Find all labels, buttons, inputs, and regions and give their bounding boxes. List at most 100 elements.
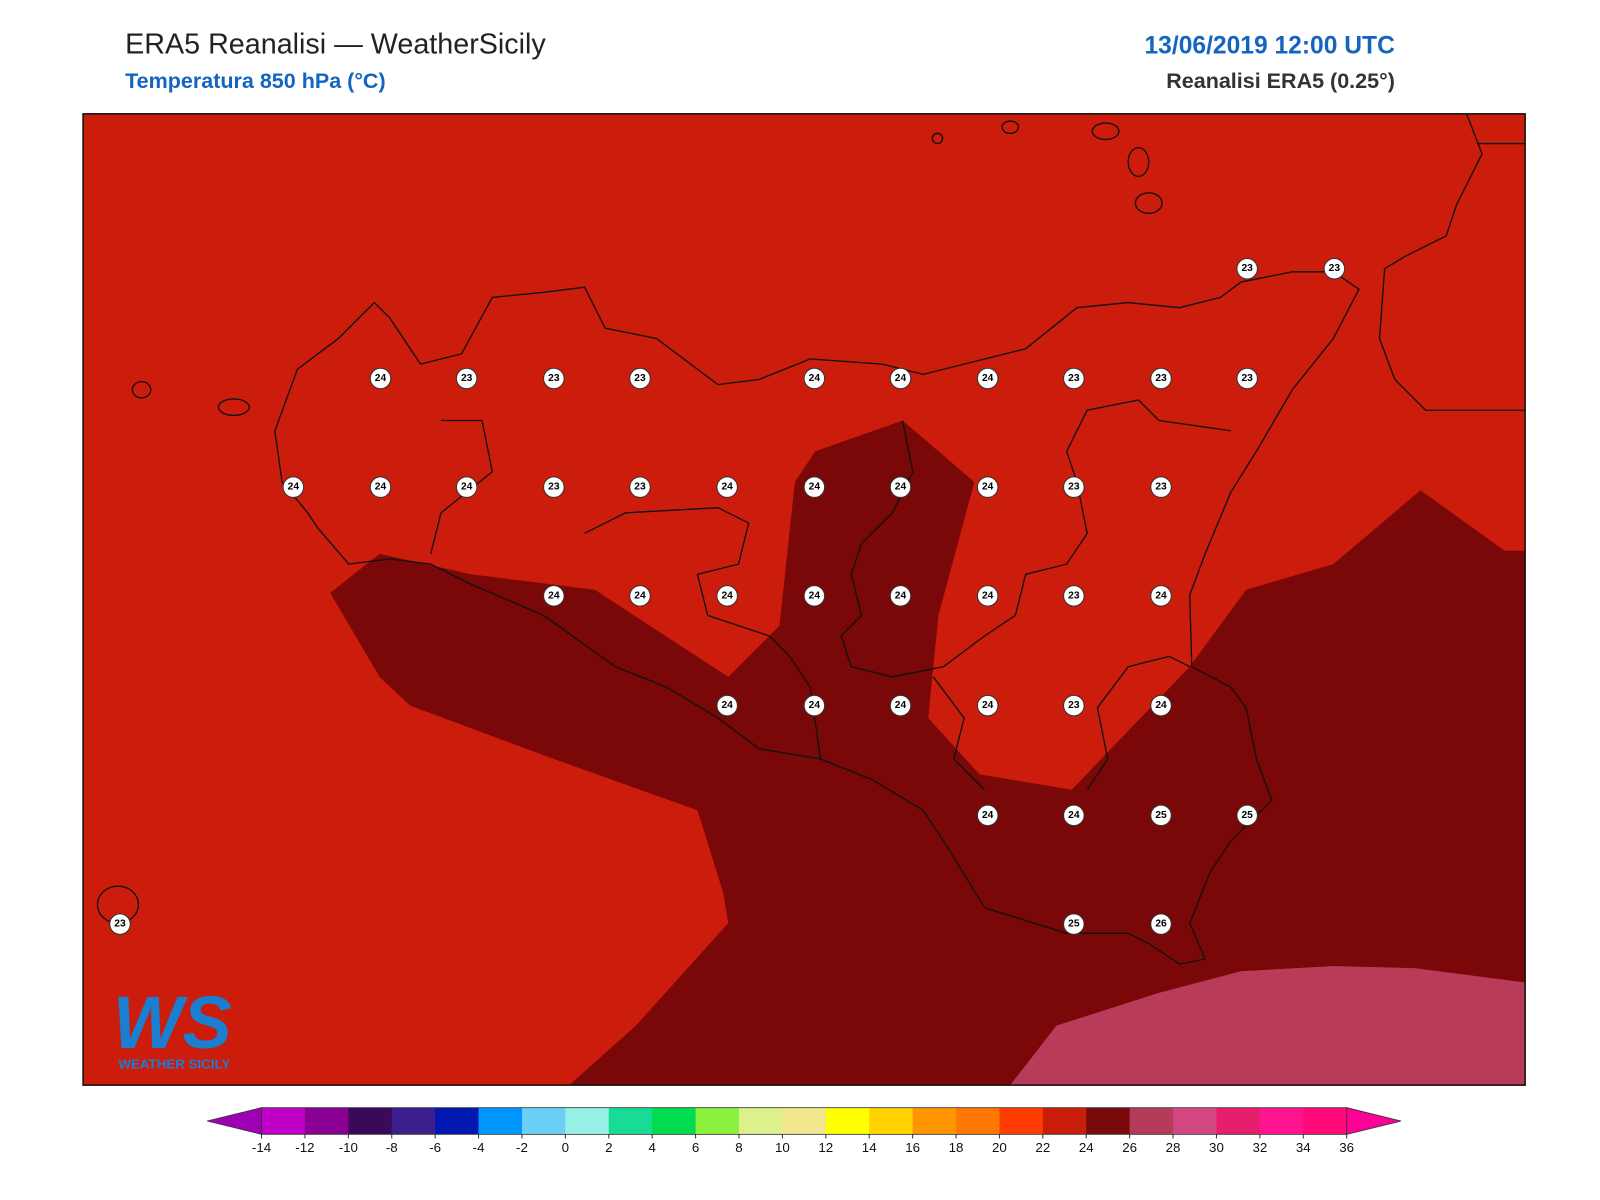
colorbar-tick-label: 18 bbox=[949, 1140, 964, 1155]
station-value: 23 bbox=[634, 373, 646, 384]
station-value: 24 bbox=[548, 590, 560, 601]
colorbar-extend bbox=[1346, 1107, 1402, 1135]
station-value: 24 bbox=[634, 590, 646, 601]
colorbar-tick-label: 30 bbox=[1209, 1140, 1224, 1155]
station-marker bbox=[369, 367, 392, 390]
station-value: 24 bbox=[375, 373, 387, 384]
station-value: 26 bbox=[1155, 919, 1167, 930]
station-marker bbox=[976, 694, 999, 717]
colorbar-cell bbox=[521, 1107, 566, 1135]
colorbar-tick-label: 26 bbox=[1122, 1140, 1137, 1155]
station-value: 25 bbox=[1155, 810, 1167, 821]
station-value: 23 bbox=[1068, 482, 1080, 493]
station-marker bbox=[629, 476, 651, 498]
station-value: 23 bbox=[1068, 590, 1080, 601]
station-marker bbox=[976, 367, 999, 390]
station-marker bbox=[976, 476, 999, 498]
station-value: 24 bbox=[895, 590, 907, 601]
colorbar-cell bbox=[304, 1107, 349, 1135]
station-value: 23 bbox=[1241, 373, 1253, 384]
colorbar-cell bbox=[999, 1107, 1044, 1135]
colorbar-tick-label: 16 bbox=[905, 1140, 920, 1155]
station-marker bbox=[803, 476, 826, 498]
logo-name: WEATHER SICILY bbox=[118, 1057, 230, 1072]
colorbar-tick-label: 22 bbox=[1035, 1140, 1050, 1155]
station-value: 24 bbox=[895, 700, 907, 711]
colorbar-tick-label: 4 bbox=[648, 1140, 656, 1155]
station-marker bbox=[803, 367, 826, 390]
station-value: 24 bbox=[1068, 810, 1080, 821]
colorbar-tick-label: 12 bbox=[818, 1140, 833, 1155]
station-marker bbox=[1150, 476, 1172, 498]
station-marker bbox=[455, 476, 478, 498]
station-marker bbox=[1063, 804, 1085, 827]
station-marker bbox=[1150, 913, 1172, 935]
colorbar-tick-label: -12 bbox=[295, 1140, 314, 1155]
station-value: 24 bbox=[1155, 590, 1167, 601]
station-marker bbox=[889, 367, 912, 390]
station-marker bbox=[976, 585, 999, 607]
station-marker bbox=[889, 476, 912, 498]
colorbar-tick-label: 20 bbox=[992, 1140, 1007, 1155]
station-marker bbox=[1063, 585, 1085, 607]
colorbar-tick-label: 10 bbox=[775, 1140, 790, 1155]
colorbar-extend bbox=[207, 1107, 262, 1135]
station-value: 23 bbox=[1068, 373, 1080, 384]
station-value: 24 bbox=[982, 482, 994, 493]
colorbar-tick-label: -4 bbox=[473, 1140, 485, 1155]
station-marker bbox=[543, 585, 565, 607]
station-marker bbox=[1063, 476, 1085, 498]
station-marker bbox=[716, 476, 738, 498]
station-value: 24 bbox=[982, 700, 994, 711]
station-marker bbox=[543, 476, 565, 498]
colorbar-cell bbox=[738, 1107, 783, 1135]
station-value: 23 bbox=[634, 482, 646, 493]
station-marker bbox=[1063, 913, 1085, 935]
colorbar-tick-label: 14 bbox=[862, 1140, 877, 1155]
station-marker bbox=[629, 367, 651, 390]
station-value: 23 bbox=[548, 482, 560, 493]
station-marker bbox=[889, 694, 912, 717]
station-value: 24 bbox=[895, 482, 907, 493]
station-value: 24 bbox=[1155, 700, 1167, 711]
station-value: 24 bbox=[461, 482, 473, 493]
station-marker bbox=[1063, 694, 1085, 717]
station-value: 24 bbox=[982, 810, 994, 821]
station-marker bbox=[889, 585, 912, 607]
station-marker bbox=[455, 367, 478, 390]
colorbar: -14 -12 -10 -8 -6 -4 -2 0 2 4 6 8 10 12 14 16 18 20 22 24 26… bbox=[207, 1107, 1402, 1155]
station-marker bbox=[109, 913, 131, 935]
colorbar-tick-label: 0 bbox=[562, 1140, 569, 1155]
map: 23 23 24 23 23 23 24 24 24 23 23 23 24 24 24 23 23 24 24 24… bbox=[82, 113, 1526, 1086]
colorbar-cell bbox=[1129, 1107, 1174, 1135]
station-value: 23 bbox=[1155, 482, 1167, 493]
station-marker bbox=[716, 585, 738, 607]
colorbar-tick-label: 6 bbox=[692, 1140, 699, 1155]
station-marker bbox=[716, 694, 738, 717]
colorbar-cell bbox=[391, 1107, 436, 1135]
colorbar-cell bbox=[435, 1107, 480, 1135]
station-marker bbox=[803, 694, 826, 717]
colorbar-cell bbox=[1216, 1107, 1261, 1135]
source: Reanalisi ERA5 (0.25°) bbox=[1166, 69, 1395, 93]
station-marker bbox=[1236, 367, 1258, 390]
colorbar-cell bbox=[869, 1107, 914, 1135]
colorbar-cell bbox=[782, 1107, 827, 1135]
station-marker bbox=[1063, 367, 1085, 390]
station-marker bbox=[1150, 804, 1172, 827]
station-marker bbox=[803, 585, 826, 607]
colorbar-cell bbox=[478, 1107, 523, 1135]
station-value: 23 bbox=[548, 373, 560, 384]
station-marker bbox=[1150, 694, 1172, 717]
colorbar-tick-label: 8 bbox=[735, 1140, 742, 1155]
colorbar-cell bbox=[695, 1107, 740, 1135]
subtitle: Temperatura 850 hPa (°C) bbox=[125, 69, 386, 93]
station-value: 23 bbox=[114, 919, 126, 930]
colorbar-cell bbox=[825, 1107, 870, 1135]
station-value: 23 bbox=[1241, 263, 1253, 274]
station-marker bbox=[1236, 804, 1258, 827]
date: 13/06/2019 12:00 UTC bbox=[1144, 32, 1395, 59]
title: ERA5 Reanalisi — WeatherSicily bbox=[125, 28, 546, 60]
colorbar-cell bbox=[261, 1107, 306, 1135]
colorbar-tick-label: 24 bbox=[1079, 1140, 1094, 1155]
